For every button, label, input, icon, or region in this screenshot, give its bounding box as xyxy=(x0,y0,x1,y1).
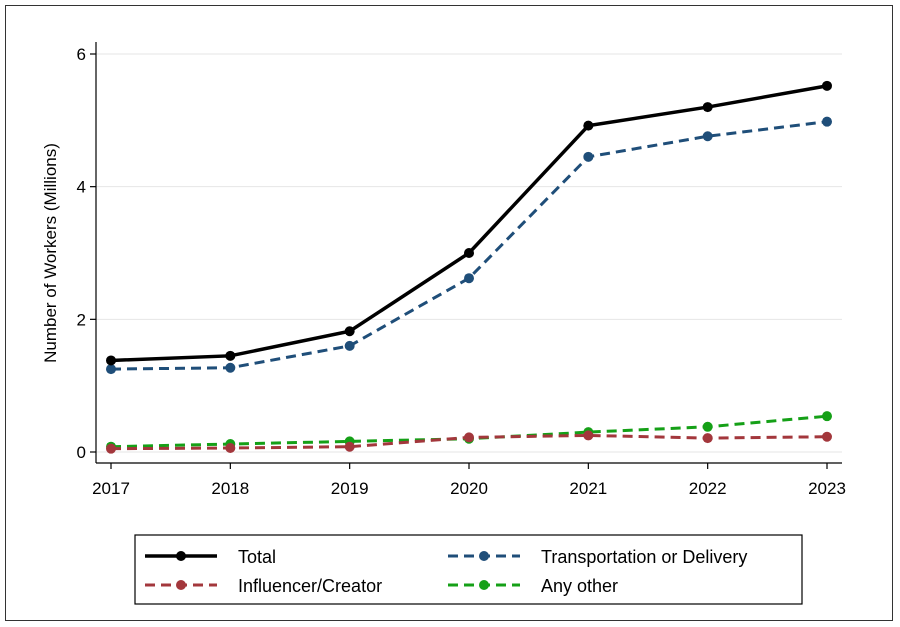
y-tick-label: 6 xyxy=(77,45,86,64)
x-tick-label: 2021 xyxy=(569,479,607,498)
legend-label: Transportation or Delivery xyxy=(541,547,747,567)
y-tick-label: 4 xyxy=(77,178,86,197)
figure-frame xyxy=(5,5,893,621)
data-point-transportation-or-delivery-2021 xyxy=(583,151,594,162)
gridlines xyxy=(96,53,842,453)
data-point-total-2017 xyxy=(106,355,116,366)
series-influencer-creator xyxy=(106,430,832,454)
data-point-any-other-2022 xyxy=(702,421,713,432)
data-point-influencer-creator-2019 xyxy=(344,441,355,452)
series-line-transportation-or-delivery xyxy=(110,120,828,371)
data-point-influencer-creator-2022 xyxy=(702,433,713,444)
data-point-transportation-or-delivery-2023 xyxy=(822,116,832,127)
tick-labels: 0 2 4 6 2017 2018 2019 2020 2021 2022 2023 xyxy=(77,45,846,498)
legend-item-any-other: Any other xyxy=(448,576,618,596)
legend-box xyxy=(134,534,803,605)
legend-label: Any other xyxy=(541,576,618,596)
legend-label: Total xyxy=(238,547,276,567)
data-point-total-2019 xyxy=(344,326,355,337)
legend-item-total: Total xyxy=(145,547,276,567)
x-tick-label: 2020 xyxy=(450,479,488,498)
data-point-influencer-creator-2018 xyxy=(225,443,236,454)
legend-marker-transportation-or-delivery xyxy=(479,551,489,561)
data-point-transportation-or-delivery-2018 xyxy=(225,362,236,373)
data-point-transportation-or-delivery-2020 xyxy=(464,273,474,284)
data-point-transportation-or-delivery-2017 xyxy=(106,364,116,375)
data-point-total-2023 xyxy=(822,80,832,91)
series-total xyxy=(106,80,832,366)
y-tick-label: 2 xyxy=(77,310,86,329)
x-tick-label: 2018 xyxy=(211,479,249,498)
y-axis-title: Number of Workers (Millions) xyxy=(41,143,60,363)
series-transportation-or-delivery xyxy=(106,116,832,375)
legend-label: Influencer/Creator xyxy=(238,576,382,596)
data-point-total-2021 xyxy=(583,120,594,131)
x-tick-label: 2022 xyxy=(689,479,727,498)
series-any-other xyxy=(106,411,832,452)
data-point-transportation-or-delivery-2019 xyxy=(344,340,355,351)
data-point-influencer-creator-2023 xyxy=(822,431,832,442)
legend-item-influencer-creator: Influencer/Creator xyxy=(145,576,382,596)
data-point-influencer-creator-2020 xyxy=(464,432,474,443)
legend-marker-any-other xyxy=(479,580,489,590)
x-tick-label: 2017 xyxy=(92,479,130,498)
legend-marker-total xyxy=(176,551,186,561)
legend-item-transportation-or-delivery: Transportation or Delivery xyxy=(448,547,747,567)
x-tick-label: 2023 xyxy=(808,479,846,498)
data-point-total-2022 xyxy=(702,102,713,113)
series xyxy=(106,80,832,454)
legend-marker-influencer-creator xyxy=(176,580,186,590)
x-tick-label: 2019 xyxy=(331,479,369,498)
legend: Total Transportation or Delivery Influence… xyxy=(134,534,803,605)
data-point-transportation-or-delivery-2022 xyxy=(702,131,713,142)
data-point-influencer-creator-2017 xyxy=(106,443,116,454)
y-tick-label: 0 xyxy=(77,443,86,462)
data-point-total-2018 xyxy=(225,350,236,361)
data-point-any-other-2023 xyxy=(822,411,832,422)
data-point-total-2020 xyxy=(464,248,474,258)
data-point-influencer-creator-2021 xyxy=(583,430,594,441)
